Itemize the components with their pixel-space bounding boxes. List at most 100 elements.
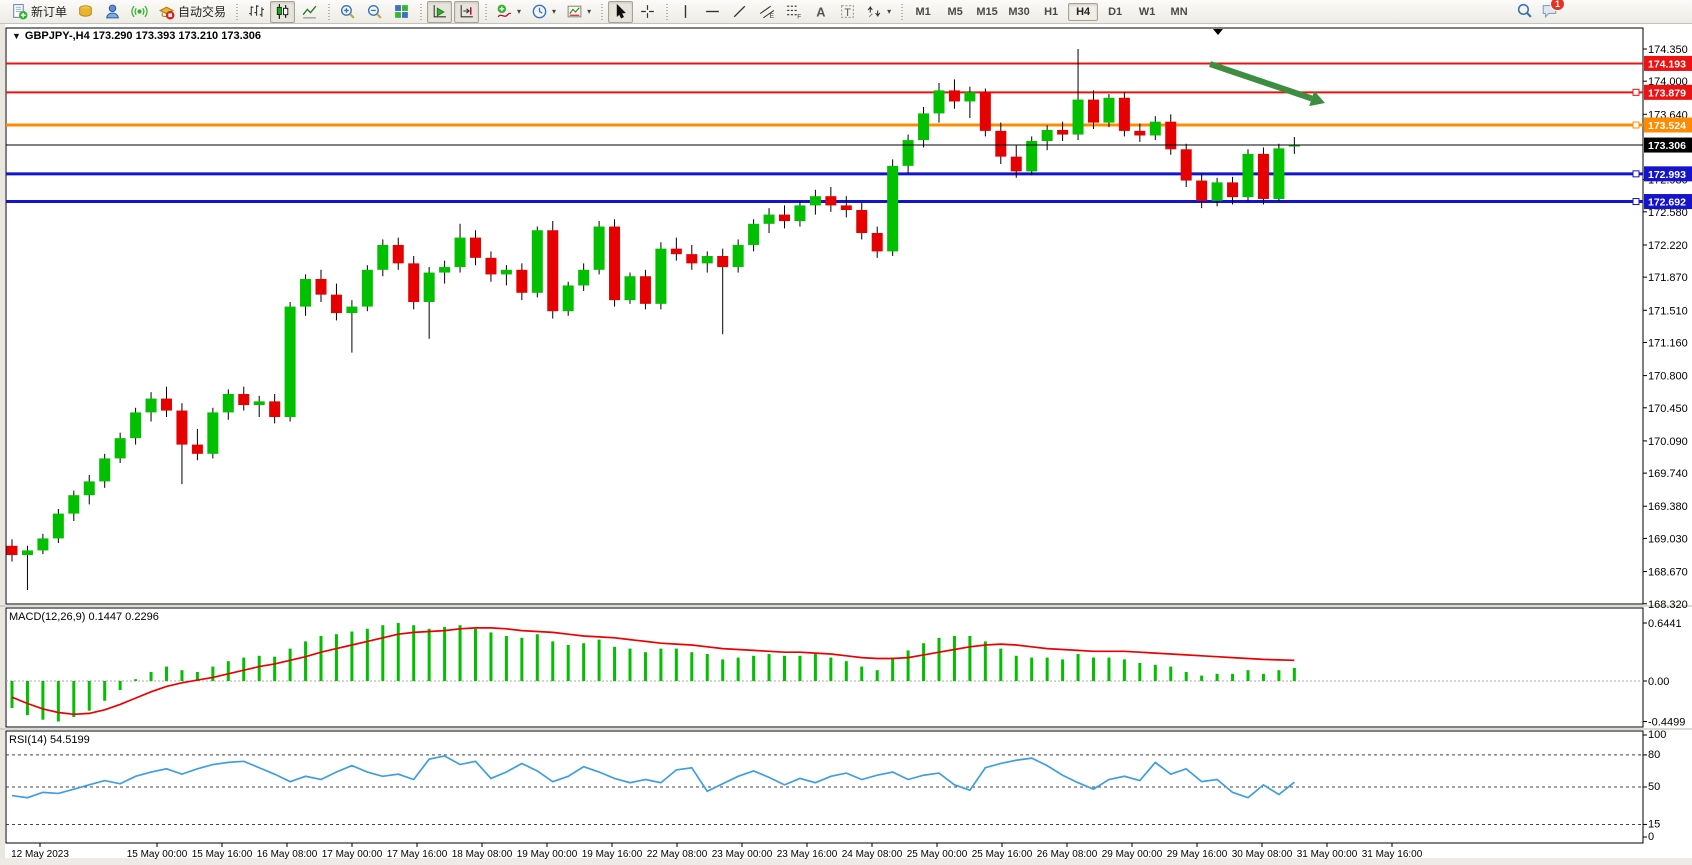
macd-panel[interactable] xyxy=(5,607,1644,728)
vertical-line-button[interactable] xyxy=(673,1,698,23)
zoom-in-button[interactable] xyxy=(335,1,360,23)
candle-down[interactable] xyxy=(176,410,188,445)
candle-up[interactable] xyxy=(83,481,95,496)
candle-down[interactable] xyxy=(856,210,868,233)
candle-up[interactable] xyxy=(52,513,64,539)
candle-up[interactable] xyxy=(114,438,126,459)
candle-up[interactable] xyxy=(562,285,574,312)
candle-up[interactable] xyxy=(361,269,373,307)
horizontal-line-button[interactable] xyxy=(700,1,725,23)
candle-down[interactable] xyxy=(1227,182,1239,198)
candle-up[interactable] xyxy=(1288,145,1300,147)
candle-down[interactable] xyxy=(408,263,420,302)
candle-down[interactable] xyxy=(1118,97,1130,131)
candle-up[interactable] xyxy=(454,237,466,268)
candle-up[interactable] xyxy=(887,165,899,252)
candle-down[interactable] xyxy=(238,394,250,406)
arrows-button[interactable]: ▾ xyxy=(862,1,895,23)
candle-up[interactable] xyxy=(1072,99,1084,135)
candle-down[interactable] xyxy=(191,444,203,454)
candle-down[interactable] xyxy=(547,230,559,312)
chart-symbol-ohlc[interactable]: ▼ GBPJPY-,H4 173.290 173.393 173.210 173.… xyxy=(12,30,261,42)
candle-down[interactable] xyxy=(686,254,698,264)
chevron-down-icon[interactable]: ▼ xyxy=(12,31,21,41)
chart-shift-button[interactable] xyxy=(454,0,480,23)
candle-down[interactable] xyxy=(6,545,18,555)
candle-down[interactable] xyxy=(609,226,621,301)
candle-down[interactable] xyxy=(825,196,837,206)
cursor-button[interactable] xyxy=(608,0,634,23)
candle-up[interactable] xyxy=(1103,97,1115,123)
candle-down[interactable] xyxy=(269,401,281,417)
candle-down[interactable] xyxy=(948,90,960,102)
candle-up[interactable] xyxy=(37,538,49,551)
chevron-down-icon[interactable]: ▾ xyxy=(517,7,522,16)
candle-down[interactable] xyxy=(470,237,481,258)
timeframe-button-m15[interactable]: M15 xyxy=(976,5,998,18)
text-label-button[interactable]: T xyxy=(835,1,860,23)
candle-up[interactable] xyxy=(253,401,265,406)
support-line-2-handle[interactable] xyxy=(1632,198,1640,206)
timeframe-button-mn[interactable]: MN xyxy=(1170,5,1188,18)
candle-up[interactable] xyxy=(1273,148,1285,199)
candle-up[interactable] xyxy=(68,495,80,514)
candle-down[interactable] xyxy=(516,269,528,293)
resistance-line-2-handle[interactable] xyxy=(1632,88,1640,96)
chevron-down-icon[interactable]: ▾ xyxy=(552,7,557,16)
candle-up[interactable] xyxy=(809,196,821,206)
timeframe-button-d1[interactable]: D1 xyxy=(1108,5,1123,18)
candle-down[interactable] xyxy=(485,257,497,275)
candle-up[interactable] xyxy=(701,256,713,264)
candle-down[interactable] xyxy=(392,244,404,264)
candle-up[interactable] xyxy=(794,205,806,222)
candle-down[interactable] xyxy=(779,214,790,222)
candle-down[interactable] xyxy=(1196,180,1208,201)
candle-down[interactable] xyxy=(670,248,682,255)
zoom-out-button[interactable] xyxy=(362,1,387,23)
candle-down[interactable] xyxy=(315,279,327,295)
equidistant-channel-button[interactable]: E xyxy=(754,1,779,23)
timeframe-button-m30[interactable]: M30 xyxy=(1008,5,1030,18)
market-depth-button[interactable] xyxy=(73,1,98,23)
line-chart-button[interactable] xyxy=(297,1,322,23)
chevron-down-icon[interactable]: ▾ xyxy=(587,7,592,16)
candle-up[interactable] xyxy=(21,550,33,555)
candle-up[interactable] xyxy=(284,306,296,417)
candle-down[interactable] xyxy=(1257,153,1269,199)
candle-up[interactable] xyxy=(222,394,234,413)
candle-up[interactable] xyxy=(130,412,142,439)
candle-up[interactable] xyxy=(918,113,930,141)
timeframe-button-h4[interactable]: H4 xyxy=(1068,2,1099,21)
pivot-line-handle[interactable] xyxy=(1632,121,1640,129)
data-window-button[interactable] xyxy=(100,1,125,23)
search-button[interactable] xyxy=(1516,2,1533,24)
candle-up[interactable] xyxy=(902,140,914,166)
candle-down[interactable] xyxy=(840,205,852,210)
candle-up[interactable] xyxy=(1242,153,1254,198)
timeframe-button-w1[interactable]: W1 xyxy=(1138,5,1156,18)
auto-scroll-button[interactable] xyxy=(427,0,453,23)
chat-button[interactable]: 1 xyxy=(1541,0,1565,24)
candle-up[interactable] xyxy=(593,226,605,270)
candle-up[interactable] xyxy=(423,272,435,302)
candle-up[interactable] xyxy=(145,398,157,413)
candle-down[interactable] xyxy=(1088,99,1099,123)
candle-up[interactable] xyxy=(933,90,945,114)
candle-up[interactable] xyxy=(1149,121,1161,136)
timeframe-button-m1[interactable]: M1 xyxy=(915,5,931,18)
candle-up[interactable] xyxy=(763,214,775,224)
signals-button[interactable] xyxy=(127,1,152,23)
timeframe-button-h1[interactable]: H1 xyxy=(1044,5,1059,18)
candle-down[interactable] xyxy=(1010,156,1022,172)
candle-up[interactable] xyxy=(377,244,389,270)
candle-up[interactable] xyxy=(500,269,512,275)
candle-down[interactable] xyxy=(1165,121,1177,150)
candle-up[interactable] xyxy=(578,269,590,286)
chart-shift-marker[interactable] xyxy=(1213,29,1223,35)
candle-up[interactable] xyxy=(300,279,312,307)
indicators-button[interactable]: ▾ xyxy=(492,1,525,23)
candle-chart-button[interactable] xyxy=(270,0,296,23)
templates-button[interactable]: ▾ xyxy=(562,1,595,23)
candle-down[interactable] xyxy=(995,130,1007,157)
trendline-button[interactable] xyxy=(727,1,752,23)
